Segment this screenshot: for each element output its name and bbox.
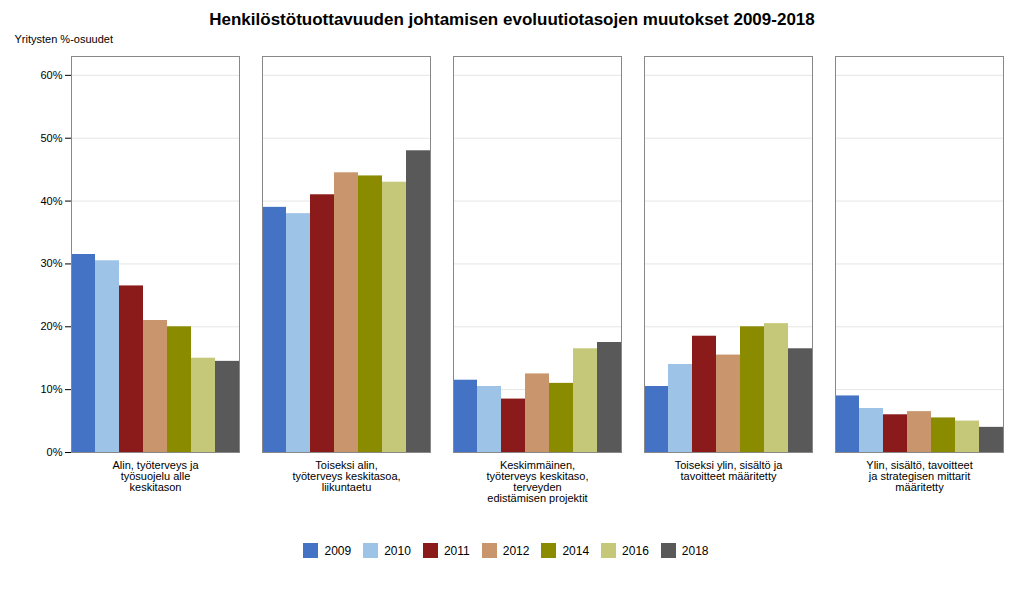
html-text:2018: 2018 bbox=[681, 543, 709, 558]
svg-text:10%: 10% bbox=[40, 383, 62, 395]
svg-text:0%: 0% bbox=[47, 446, 63, 458]
svg-text:50%: 50% bbox=[40, 132, 62, 144]
svg-text:Keskimmäinen,työterveys keskit: Keskimmäinen,työterveys keskitaso,tervey… bbox=[486, 459, 588, 504]
svg-text:Ylin, sisältö, tavoitteetja st: Ylin, sisältö, tavoitteetja strategisen … bbox=[866, 459, 972, 493]
html-text:Henkilöstötuottavuuden johtami: Henkilöstötuottavuuden johtamisen evoluu… bbox=[209, 10, 815, 29]
svg-text:Yritysten %-osuudet: Yritysten %-osuudet bbox=[15, 33, 113, 45]
svg-text:30%: 30% bbox=[40, 257, 62, 269]
svg-text:60%: 60% bbox=[40, 69, 62, 81]
html-text:2009: 2009 bbox=[324, 543, 352, 558]
html-text:2012: 2012 bbox=[502, 543, 530, 558]
html-text:2014: 2014 bbox=[562, 543, 590, 558]
svg-text:20%: 20% bbox=[40, 320, 62, 332]
html-text:2016: 2016 bbox=[622, 543, 649, 558]
svg-text:Toiseksi ylin, sisältö jatavoi: Toiseksi ylin, sisältö jatavoitteet määr… bbox=[675, 459, 783, 482]
svg-text:Alin, työterveys jatyösuojelu: Alin, työterveys jatyösuojelu allekeskit… bbox=[112, 459, 199, 493]
html-text:2011: 2011 bbox=[443, 543, 470, 558]
html-text:2010: 2010 bbox=[384, 543, 411, 558]
svg-text:40%: 40% bbox=[40, 195, 62, 207]
svg-text:Toiseksi alin,työterveys keski: Toiseksi alin,työterveys keskitasoa,liik… bbox=[292, 459, 400, 493]
